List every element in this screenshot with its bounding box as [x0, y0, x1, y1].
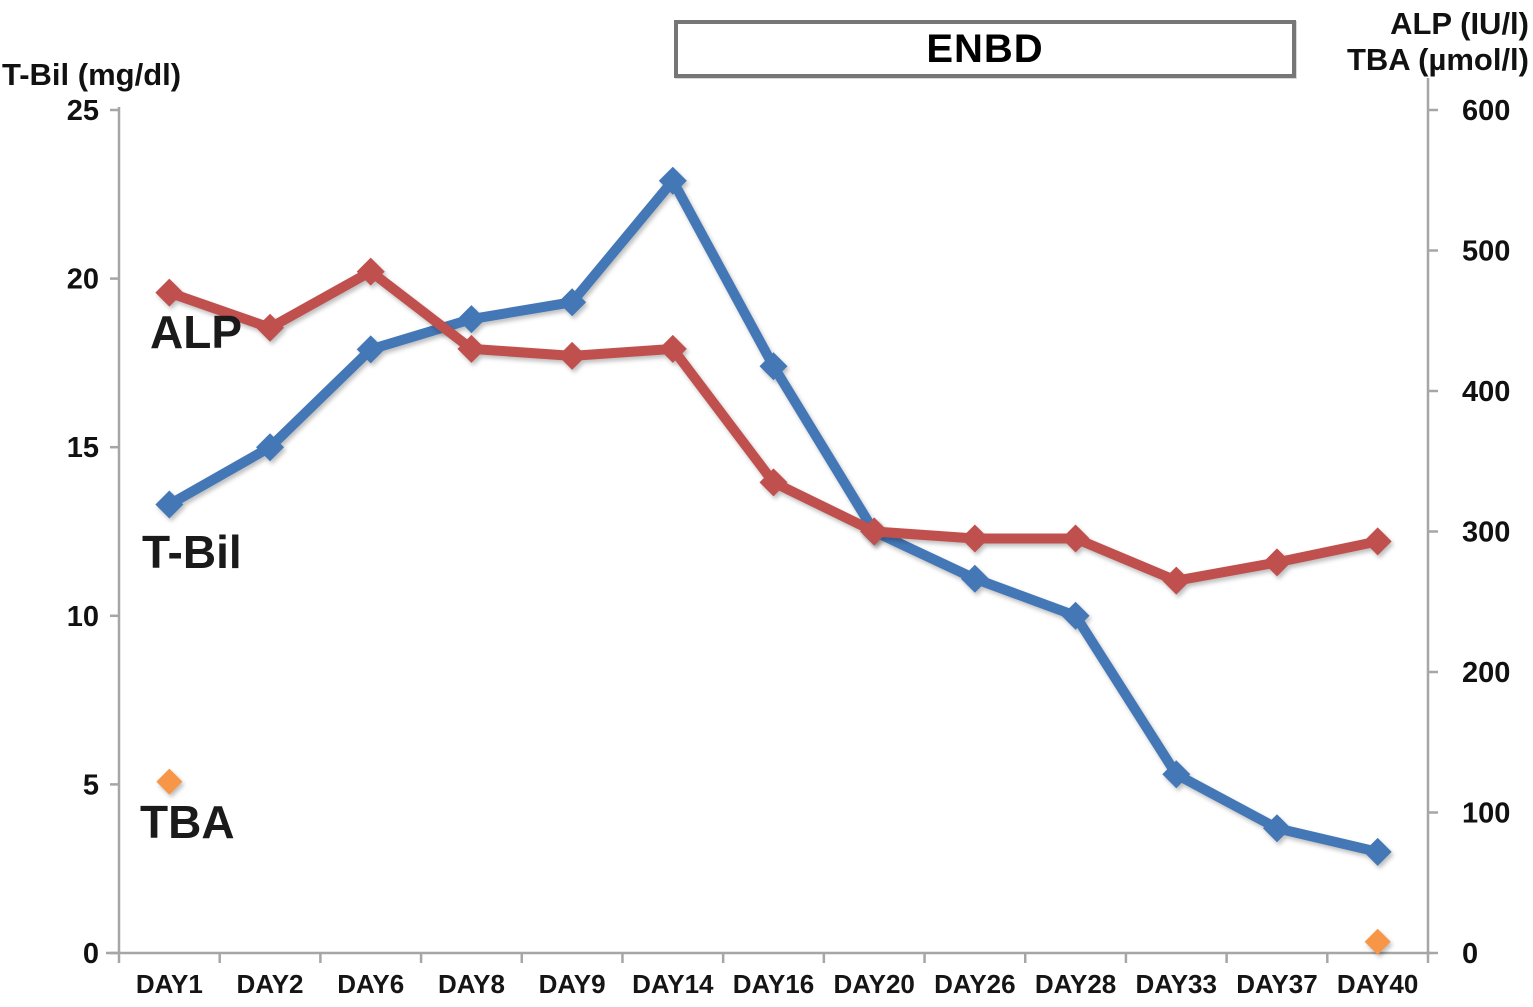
data-point-marker — [356, 257, 385, 286]
data-point-marker — [860, 517, 889, 546]
right-axis-title-alp: ALP (IU/l) — [1390, 6, 1529, 41]
left-axis-tick-label: 20 — [67, 264, 99, 296]
data-point-marker — [1262, 548, 1291, 577]
data-point-marker — [759, 352, 788, 381]
data-point-marker — [155, 490, 184, 519]
left-axis-title: T-Bil (mg/dl) — [2, 57, 182, 92]
series-label-tbil: T-Bil — [142, 526, 242, 578]
data-point-marker — [155, 278, 184, 307]
right-axis-tick-label: 200 — [1462, 657, 1510, 689]
left-axis-tick-label: 15 — [67, 432, 99, 464]
enbd-annotation-label: ENBD — [926, 26, 1044, 71]
right-axis-tick-label: 500 — [1462, 236, 1510, 268]
data-point-marker — [156, 768, 183, 795]
right-axis-title-tba: TBA (µmol/l) — [1346, 42, 1529, 77]
left-axis-tick-label: 25 — [67, 95, 99, 127]
right-axis-tick-label: 300 — [1462, 517, 1510, 549]
data-point-marker — [457, 334, 486, 363]
data-point-marker — [759, 468, 788, 497]
data-point-marker — [457, 305, 486, 334]
data-point-marker — [1364, 928, 1391, 955]
right-axis-tick-label: 400 — [1462, 376, 1510, 408]
data-point-marker — [1061, 524, 1090, 553]
data-point-marker — [1061, 601, 1090, 630]
enbd-annotation-box: ENBD — [674, 20, 1296, 78]
x-axis-category-label: DAY33 — [1136, 969, 1217, 999]
data-point-marker — [658, 334, 687, 363]
data-point-marker — [256, 313, 285, 342]
data-point-marker — [1363, 837, 1392, 866]
series-line-alp — [164, 266, 1383, 586]
x-axis-category-label: DAY8 — [438, 969, 505, 999]
left-axis-tick-label: 5 — [83, 769, 99, 801]
data-point-marker — [1363, 527, 1392, 556]
x-axis-category-label: DAY9 — [539, 969, 606, 999]
right-axis-tick-label: 0 — [1462, 938, 1478, 970]
data-point-marker — [1162, 566, 1191, 595]
x-axis-category-label: DAY16 — [733, 969, 814, 999]
x-axis-category-label: DAY26 — [934, 969, 1015, 999]
x-axis-category-label: DAY14 — [632, 969, 714, 999]
data-point-marker — [960, 564, 989, 593]
data-point-marker — [356, 335, 385, 364]
series-label-tba: TBA — [140, 796, 235, 848]
left-axis-tick-label: 0 — [83, 938, 99, 970]
data-point-marker — [256, 433, 285, 462]
x-axis-category-label: DAY2 — [237, 969, 304, 999]
x-axis-category-label: DAY1 — [136, 969, 203, 999]
series-alp — [155, 257, 1392, 595]
x-axis-category-label: DAY37 — [1236, 969, 1317, 999]
x-axis-category-label: DAY20 — [833, 969, 914, 999]
data-point-marker — [1262, 814, 1291, 843]
right-axis-tick-label: 600 — [1462, 95, 1510, 127]
x-axis-category-label: DAY40 — [1337, 969, 1418, 999]
x-axis-category-label: DAY6 — [337, 969, 404, 999]
data-point-marker — [558, 288, 587, 317]
left-axis-tick-label: 10 — [67, 601, 99, 633]
data-point-marker — [1162, 760, 1191, 789]
x-axis-category-label: DAY28 — [1035, 969, 1116, 999]
data-point-marker — [558, 341, 587, 370]
data-point-marker — [960, 524, 989, 553]
series-tba — [156, 768, 1391, 955]
right-axis-tick-label: 100 — [1462, 798, 1510, 830]
series-label-alp: ALP — [150, 306, 242, 358]
series-t-bil — [155, 166, 1392, 866]
right-axis-title: ALP (IU/l) TBA (µmol/l) — [1347, 6, 1529, 78]
data-point-marker — [658, 166, 687, 195]
